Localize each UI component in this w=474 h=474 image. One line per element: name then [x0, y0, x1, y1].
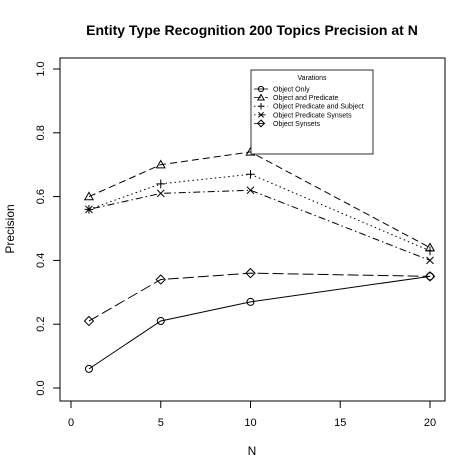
- y-axis-label: Precision: [3, 204, 17, 253]
- x-axis-label: N: [248, 444, 257, 458]
- data-point: [156, 179, 166, 189]
- x-tick-label: 10: [244, 417, 256, 429]
- y-axis: 0.0 0.2 0.4 0.6 0.8 1.0: [35, 61, 61, 396]
- data-point: [83, 315, 95, 327]
- series-layer: [83, 146, 436, 373]
- x-tick-label: 0: [68, 417, 74, 429]
- data-point: [84, 364, 93, 373]
- data-point: [246, 169, 255, 179]
- data-point: [426, 256, 434, 265]
- data-point: [85, 205, 93, 214]
- data-point: [246, 297, 255, 306]
- chart-title: Entity Type Recognition 200 Topics Preci…: [86, 22, 418, 38]
- legend-box: [250, 69, 374, 155]
- legend-entry: Object Predicate Synsets: [254, 111, 352, 119]
- legend-label: Object Only: [273, 87, 310, 94]
- data-point: [246, 186, 255, 195]
- legend-entry: Object Synsets: [254, 119, 321, 128]
- y-tick-label: 0.4: [35, 253, 47, 268]
- series-object-and-predicate: [83, 146, 436, 252]
- legend-marker: [256, 119, 266, 128]
- legend-marker: [257, 102, 265, 110]
- legend-entry: Object and Predicate: [254, 93, 338, 102]
- data-point: [155, 274, 167, 285]
- y-tick-label: 0.8: [35, 125, 47, 140]
- x-tick-label: 5: [158, 417, 164, 429]
- y-tick-label: 0.6: [35, 189, 47, 204]
- data-point: [424, 271, 436, 282]
- series-line: [88, 272, 431, 322]
- legend-label: Object Predicate Synsets: [273, 112, 352, 119]
- legend-label: Object Synsets: [273, 121, 321, 128]
- y-tick-label: 1.0: [35, 61, 47, 76]
- series-object-only: [84, 272, 434, 373]
- legend-marker: [258, 111, 264, 118]
- series-line: [88, 173, 431, 252]
- legend-marker: [257, 93, 265, 101]
- data-point: [156, 317, 165, 326]
- data-point: [156, 189, 165, 198]
- legend-marker: [257, 85, 265, 93]
- x-axis: 0 5 10 15 20: [68, 400, 436, 429]
- legend-label: Object Predicate and Subject: [273, 104, 364, 111]
- series-line: [88, 189, 431, 261]
- data-point: [245, 267, 256, 279]
- series-object-predicate-and-subject: [84, 169, 435, 256]
- data-point: [425, 246, 435, 256]
- legend-title: Varations: [297, 75, 327, 82]
- data-point: [155, 159, 166, 169]
- series-line: [88, 275, 431, 370]
- legend-entry: Object Only: [254, 85, 310, 94]
- series-line: [88, 151, 431, 249]
- legend-label: Object and Predicate: [273, 95, 338, 102]
- legend-entry: Object Predicate and Subject: [254, 102, 364, 111]
- y-tick-label: 0.0: [35, 380, 47, 395]
- y-tick-label: 0.2: [35, 317, 47, 332]
- series-object-predicate-synsets: [85, 186, 434, 265]
- x-tick-label: 15: [334, 417, 346, 429]
- series-object-synsets: [83, 267, 436, 327]
- x-tick-label: 20: [424, 417, 436, 429]
- data-point: [83, 191, 95, 201]
